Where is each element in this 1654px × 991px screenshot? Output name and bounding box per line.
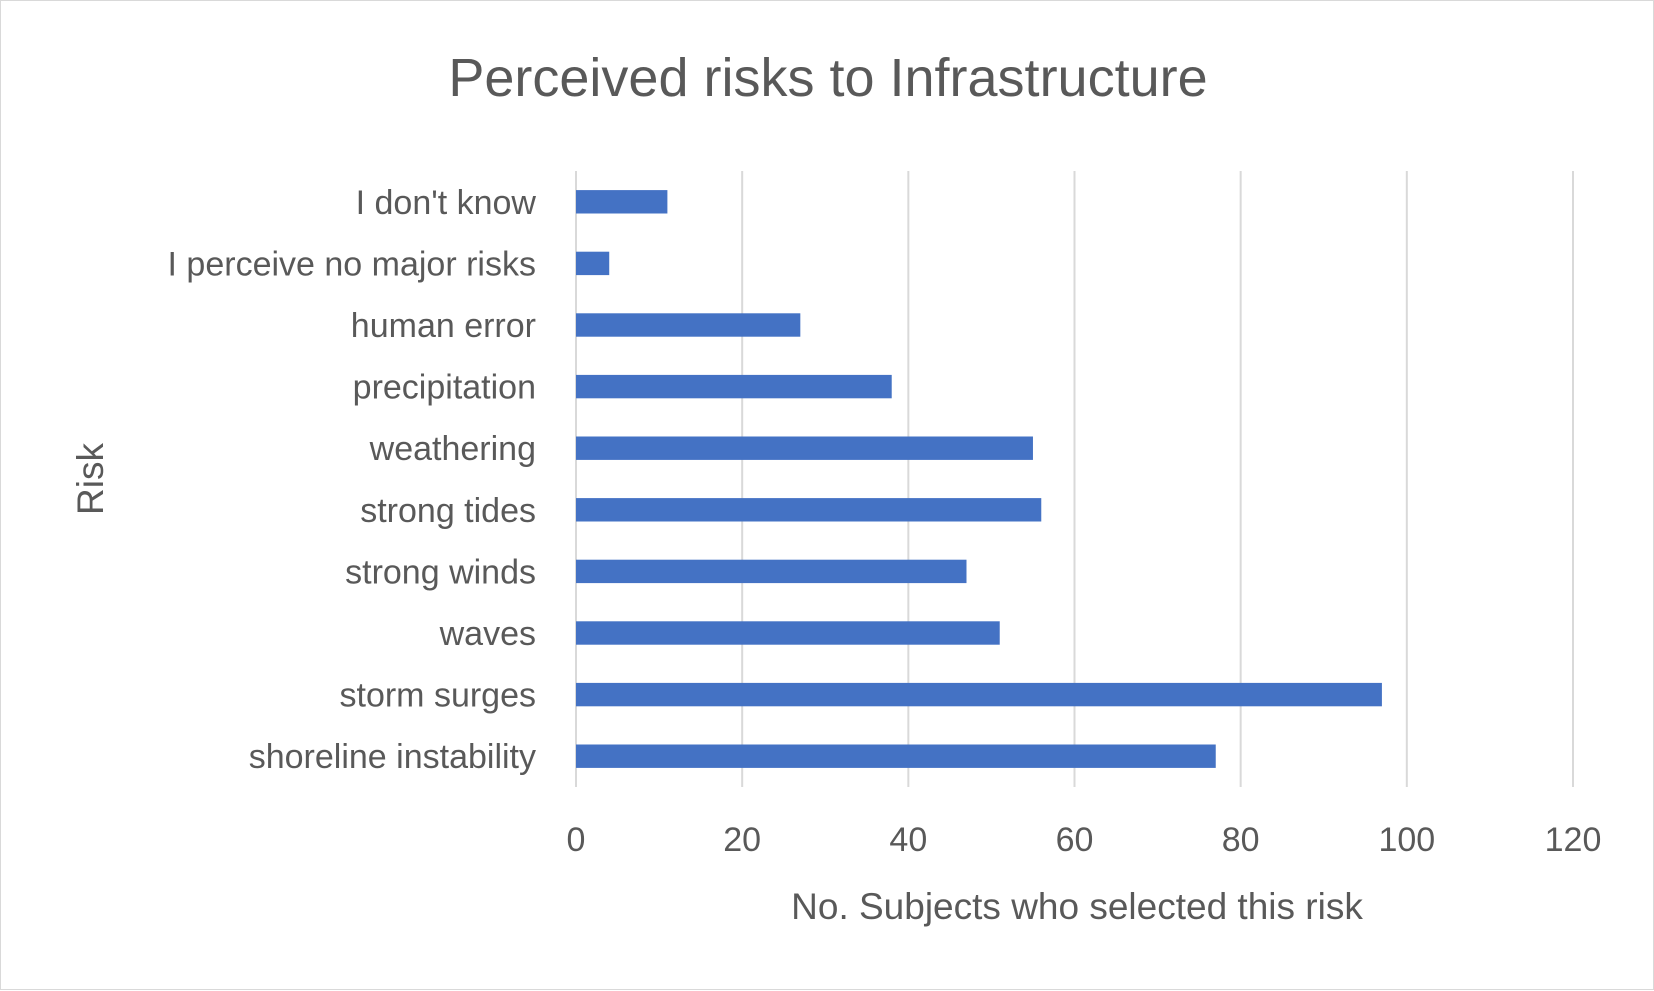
gridlines <box>575 171 1574 787</box>
bar <box>576 559 967 584</box>
bars <box>576 190 1382 768</box>
category-label: I perceive no major risks <box>168 245 536 283</box>
x-tick-label: 120 <box>1545 821 1602 859</box>
x-tick-label: 100 <box>1378 821 1435 859</box>
x-tick-labels: 0 20 40 60 80 100 120 <box>567 821 1602 859</box>
x-tick-label: 0 <box>567 821 586 859</box>
bar <box>576 621 1000 645</box>
category-label: strong winds <box>345 553 536 591</box>
bar <box>576 436 1033 460</box>
category-label: human error <box>351 307 536 345</box>
bar <box>576 251 610 276</box>
chart-title: Perceived risks to Infrastructure <box>448 48 1207 108</box>
bar <box>576 374 892 399</box>
category-label: weathering <box>369 430 536 468</box>
x-tick-label: 40 <box>889 821 927 859</box>
bar <box>576 498 1042 522</box>
bar <box>576 313 801 337</box>
bar <box>576 744 1216 768</box>
x-axis-title: No. Subjects who selected this risk <box>791 886 1363 927</box>
x-tick-label: 20 <box>723 821 761 859</box>
category-label: waves <box>439 615 536 653</box>
category-label: strong tides <box>360 492 536 530</box>
category-labels: I don't know I perceive no major risks hum… <box>168 184 537 776</box>
y-axis-title: Risk <box>70 443 111 515</box>
bar <box>576 190 668 214</box>
category-label: shoreline instability <box>249 738 536 776</box>
bar <box>576 682 1382 707</box>
x-tick-label: 80 <box>1222 821 1260 859</box>
category-label: I don't know <box>356 184 537 222</box>
category-label: precipitation <box>353 369 536 407</box>
x-tick-label: 60 <box>1056 821 1094 859</box>
category-label: storm surges <box>340 677 537 715</box>
